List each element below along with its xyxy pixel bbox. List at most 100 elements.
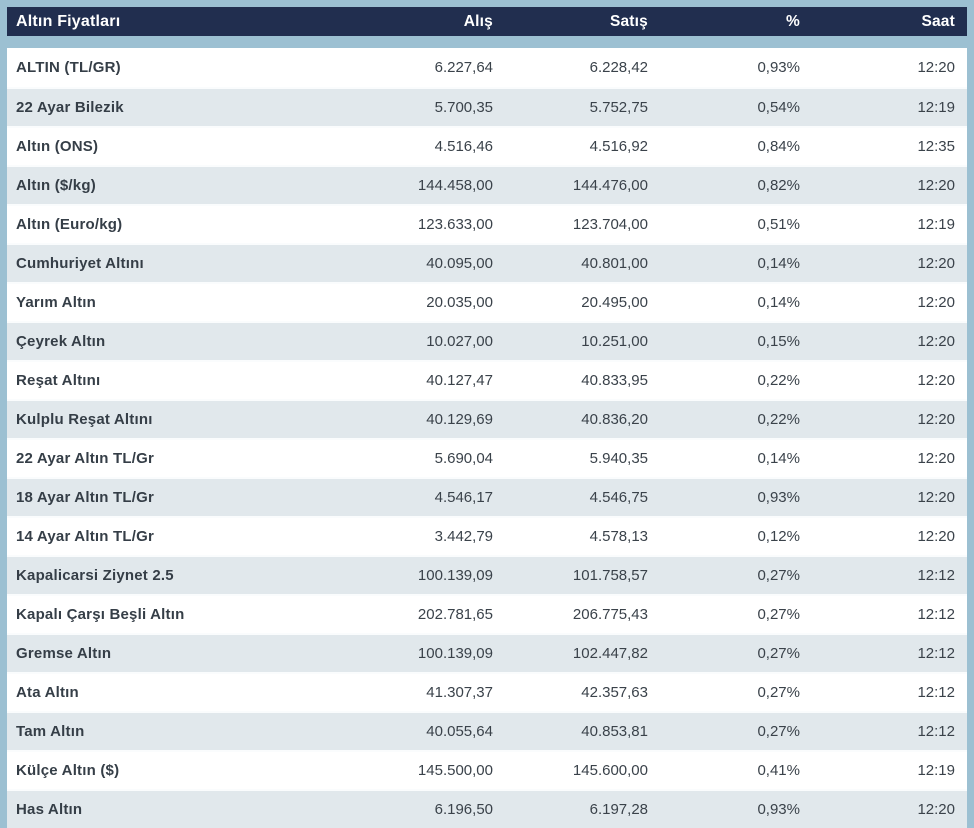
buy-price-cell: 40.127,47: [426, 372, 493, 389]
table-row: Reşat Altını 40.127,47 40.833,95 0,22% 1…: [7, 360, 967, 399]
table-row: Çeyrek Altın 10.027,00 10.251,00 0,15% 1…: [7, 321, 967, 360]
instrument-name-cell: Gremse Altın: [16, 645, 112, 662]
percent-change-cell: 0,22%: [757, 372, 800, 389]
sell-price-cell: 5.940,35: [589, 450, 648, 467]
percent-change-cell: 0,14%: [757, 450, 800, 467]
instrument-name-cell: Has Altın: [16, 801, 83, 818]
sell-price-cell: 40.853,81: [581, 723, 648, 740]
instrument-name-cell: Külçe Altın ($): [16, 762, 120, 779]
instrument-name-cell: 22 Ayar Bilezik: [16, 99, 124, 116]
percent-change-cell: 0,12%: [757, 528, 800, 545]
buy-price-cell: 4.546,17: [434, 489, 493, 506]
instrument-name-cell: Çeyrek Altın: [16, 333, 106, 350]
percent-change-cell: 0,93%: [757, 59, 800, 76]
instrument-name-cell: 22 Ayar Altın TL/Gr: [16, 450, 154, 467]
percent-change-cell: 0,15%: [757, 333, 800, 350]
buy-price-cell: 6.227,64: [434, 59, 493, 76]
update-time-cell: 12:20: [917, 489, 955, 506]
update-time-cell: 12:35: [917, 138, 955, 155]
table-row: Kapalicarsi Ziynet 2.5 100.139,09 101.75…: [7, 555, 967, 594]
instrument-name-cell: Kapalicarsi Ziynet 2.5: [16, 567, 174, 584]
percent-change-cell: 0,54%: [757, 99, 800, 116]
table-row: Altın ($/kg) 144.458,00 144.476,00 0,82%…: [7, 165, 967, 204]
sell-price-cell: 4.546,75: [589, 489, 648, 506]
percent-change-cell: 0,27%: [757, 567, 800, 584]
sell-price-cell: 6.197,28: [589, 801, 648, 818]
update-time-cell: 12:19: [917, 762, 955, 779]
percent-change-cell: 0,27%: [757, 645, 800, 662]
sell-price-cell: 4.578,13: [589, 528, 648, 545]
buy-price-cell: 144.458,00: [417, 177, 493, 194]
instrument-name-cell: 14 Ayar Altın TL/Gr: [16, 528, 154, 545]
percent-change-cell: 0,84%: [757, 138, 800, 155]
sell-price-cell: 6.228,42: [589, 59, 648, 76]
instrument-name-cell: Reşat Altını: [16, 372, 101, 389]
sell-price-cell: 123.704,00: [572, 216, 648, 233]
percent-change-cell: 0,41%: [757, 762, 800, 779]
buy-price-cell: 3.442,79: [434, 528, 493, 545]
sell-price-cell: 10.251,00: [581, 333, 648, 350]
instrument-name-cell: Kulplu Reşat Altını: [16, 411, 153, 428]
buy-price-cell: 100.139,09: [417, 567, 493, 584]
buy-price-cell: 40.055,64: [426, 723, 493, 740]
buy-price-cell: 41.307,37: [426, 684, 493, 701]
buy-price-cell: 5.690,04: [434, 450, 493, 467]
table-row: Gremse Altın 100.139,09 102.447,82 0,27%…: [7, 633, 967, 672]
update-time-cell: 12:19: [917, 99, 955, 116]
table-row: Külçe Altın ($) 145.500,00 145.600,00 0,…: [7, 750, 967, 789]
table-row: Kapalı Çarşı Beşli Altın 202.781,65 206.…: [7, 594, 967, 633]
sell-price-cell: 206.775,43: [572, 606, 648, 623]
percent-change-cell: 0,82%: [757, 177, 800, 194]
sell-price-cell: 145.600,00: [572, 762, 648, 779]
update-time-cell: 12:12: [917, 567, 955, 584]
instrument-name-cell: ALTIN (TL/GR): [16, 59, 121, 76]
instrument-name-cell: Ata Altın: [16, 684, 79, 701]
buy-price-cell: 5.700,35: [434, 99, 493, 116]
table-row: Altın (ONS) 4.516,46 4.516,92 0,84% 12:3…: [7, 126, 967, 165]
table-row: 14 Ayar Altın TL/Gr 3.442,79 4.578,13 0,…: [7, 516, 967, 555]
table-title: Altın Fiyatları: [16, 12, 121, 30]
update-time-cell: 12:20: [917, 528, 955, 545]
percent-change-cell: 0,93%: [757, 801, 800, 818]
update-time-cell: 12:20: [917, 59, 955, 76]
update-time-cell: 12:20: [917, 372, 955, 389]
update-time-cell: 12:19: [917, 216, 955, 233]
update-time-cell: 12:12: [917, 645, 955, 662]
instrument-name-cell: Yarım Altın: [16, 294, 96, 311]
update-time-cell: 12:20: [917, 177, 955, 194]
column-header-percent: %: [786, 12, 800, 30]
column-header-sell: Satış: [609, 12, 648, 30]
buy-price-cell: 6.196,50: [434, 801, 493, 818]
instrument-name-cell: 18 Ayar Altın TL/Gr: [16, 489, 154, 506]
update-time-cell: 12:20: [917, 255, 955, 272]
instrument-name-cell: Cumhuriyet Altını: [16, 255, 144, 272]
sell-price-cell: 101.758,57: [572, 567, 648, 584]
table-row: 22 Ayar Altın TL/Gr 5.690,04 5.940,35 0,…: [7, 438, 967, 477]
sell-price-cell: 40.836,20: [581, 411, 648, 428]
percent-change-cell: 0,22%: [757, 411, 800, 428]
instrument-name-cell: Altın (Euro/kg): [16, 216, 123, 233]
sell-price-cell: 40.801,00: [581, 255, 648, 272]
update-time-cell: 12:12: [917, 606, 955, 623]
column-header-buy: Alış: [463, 12, 493, 30]
sell-price-cell: 4.516,92: [589, 138, 648, 155]
sell-price-cell: 5.752,75: [589, 99, 648, 116]
percent-change-cell: 0,93%: [757, 489, 800, 506]
table-row: 18 Ayar Altın TL/Gr 4.546,17 4.546,75 0,…: [7, 477, 967, 516]
buy-price-cell: 202.781,65: [417, 606, 493, 623]
buy-price-cell: 10.027,00: [426, 333, 493, 350]
buy-price-cell: 40.129,69: [426, 411, 493, 428]
buy-price-cell: 40.095,00: [426, 255, 493, 272]
percent-change-cell: 0,27%: [757, 606, 800, 623]
instrument-name-cell: Altın ($/kg): [16, 177, 96, 194]
table-row: 22 Ayar Bilezik 5.700,35 5.752,75 0,54% …: [7, 87, 967, 126]
table-row: Altın (Euro/kg) 123.633,00 123.704,00 0,…: [7, 204, 967, 243]
percent-change-cell: 0,27%: [757, 723, 800, 740]
percent-change-cell: 0,14%: [757, 294, 800, 311]
sell-price-cell: 20.495,00: [581, 294, 648, 311]
sell-price-cell: 102.447,82: [572, 645, 648, 662]
instrument-name-cell: Tam Altın: [16, 723, 85, 740]
sell-price-cell: 42.357,63: [581, 684, 648, 701]
table-row: Has Altın 6.196,50 6.197,28 0,93% 12:20: [7, 789, 967, 828]
